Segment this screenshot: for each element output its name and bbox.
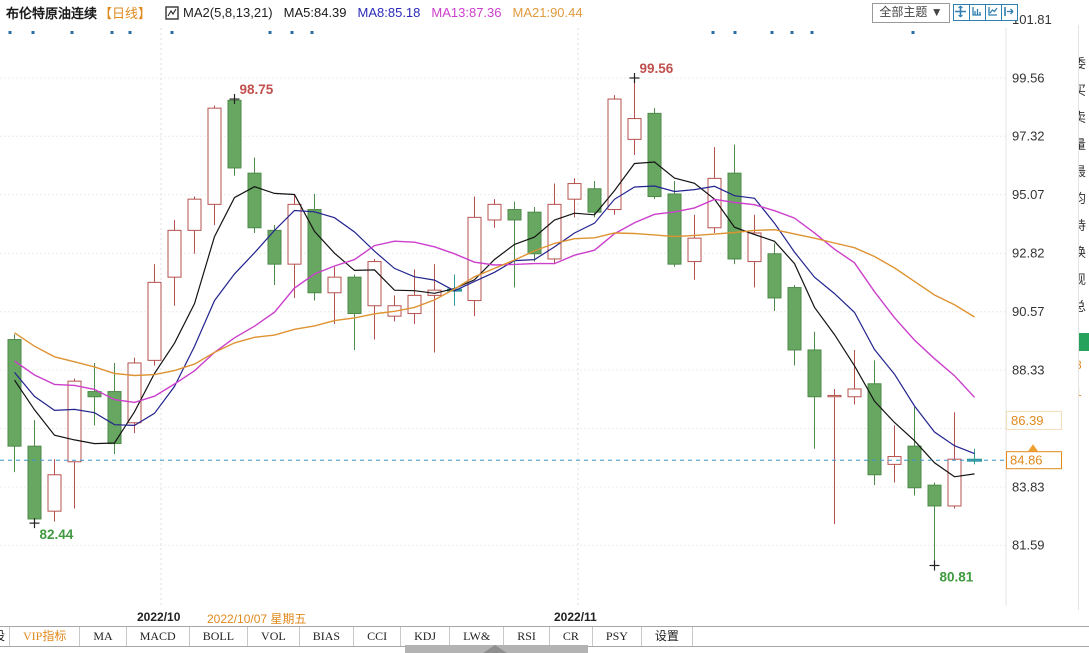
event-marker-dot[interactable] [31, 31, 35, 34]
reference-price-label: 86.39 [1011, 413, 1044, 428]
indicator-tab-VIP指标[interactable]: VIP指标 [10, 627, 81, 646]
clipped-tab: 设 [0, 627, 10, 646]
event-marker-dot[interactable] [711, 31, 715, 34]
axis-scale-icon[interactable] [969, 4, 986, 21]
quote-panel-clipped-text: 均 [1079, 188, 1089, 207]
ma-legend-item: MA13:87.36 [431, 5, 502, 20]
crosshair-icon[interactable] [953, 4, 970, 21]
indicator-tab-PSY[interactable]: PSY [593, 627, 642, 646]
indicator-tab-CR[interactable]: CR [550, 627, 593, 646]
y-axis-label: 95.07 [1012, 187, 1045, 202]
y-axis-label: 92.82 [1012, 246, 1045, 261]
event-marker-dot[interactable] [170, 31, 174, 34]
y-axis-label: 90.57 [1012, 304, 1045, 319]
ma8-line [14, 185, 975, 455]
ma-legend-item: MA8:85.18 [357, 5, 421, 20]
event-marker-dot[interactable] [8, 31, 12, 34]
quote-panel-clipped-text: 买 [1079, 80, 1089, 99]
y-axis-label: 97.32 [1012, 129, 1045, 144]
ma-legend-item: MA21:90.44 [512, 5, 583, 20]
quote-panel-green-block [1079, 333, 1089, 351]
candles-layer [7, 78, 982, 566]
quote-panel-edge: 委买卖量最均持换现总 8 1 [1078, 25, 1089, 610]
price-annotation: 80.81 [940, 570, 974, 585]
indicator-tab-设置[interactable]: 设置 [642, 627, 693, 646]
theme-select-button[interactable]: 全部主题 ▼ [872, 3, 950, 23]
quote-panel-clipped-text: 量 [1079, 134, 1089, 153]
price-annotation: 82.44 [40, 527, 74, 542]
event-marker-dot[interactable] [790, 31, 794, 34]
y-axis-label: 83.83 [1012, 479, 1045, 494]
ma-group-label: MA2(5,8,13,21) [183, 5, 273, 20]
event-marker-dot[interactable] [128, 31, 132, 34]
y-axis-label: 88.33 [1012, 362, 1045, 377]
ma13-line [14, 198, 976, 404]
month-axis-label: 2022/11 [554, 610, 597, 624]
quote-panel-clipped-text: 委 [1079, 53, 1089, 72]
event-marker-dot[interactable] [770, 31, 774, 34]
indicator-tab-BOLL[interactable]: BOLL [190, 627, 249, 646]
price-annotation: 99.56 [640, 61, 674, 76]
y-axis-label: 99.56 [1012, 71, 1045, 86]
indicator-tab-KDJ[interactable]: KDJ [401, 627, 451, 646]
indicator-tab-MA[interactable]: MA [80, 627, 127, 646]
event-marker-dot[interactable] [268, 31, 272, 34]
event-marker-dot[interactable] [70, 31, 74, 34]
page-forward-icon[interactable] [1001, 4, 1018, 21]
ma-legend: MA5:84.39 MA8:85.18 MA13:87.36 MA21:90.44 [273, 5, 583, 20]
date-axis: 2022/10 2022/11 2022/10/07 星期五 [0, 608, 1089, 627]
indicator-tab-VOL[interactable]: VOL [248, 627, 300, 646]
indicator-tab-BIAS[interactable]: BIAS [300, 627, 355, 646]
current-price-label: 84.86 [1010, 453, 1043, 468]
period-label[interactable]: 【日线】 [99, 6, 152, 21]
ma21-line [14, 228, 975, 377]
event-marker-dot[interactable] [310, 31, 314, 34]
quote-panel-clipped-text: 持 [1079, 215, 1089, 234]
instrument-title: 布伦特原油连续 [6, 6, 98, 21]
panel-drag-handle[interactable] [405, 645, 588, 653]
reference-price-box [1006, 410, 1062, 430]
indicator-tab-LW&[interactable]: LW& [450, 627, 505, 646]
quote-panel-clipped-text: 现 [1079, 269, 1089, 288]
indicator-tab-bar: 设VIP指标MAMACDBOLLVOLBIASCCIKDJLW&RSICRPSY… [0, 626, 1089, 647]
ma5-line [14, 161, 975, 478]
quote-panel-clipped-text: 卖 [1079, 107, 1089, 126]
event-marker-dot[interactable] [733, 31, 737, 34]
overlay-chart-icon[interactable] [165, 5, 179, 20]
event-marker-dot[interactable] [110, 31, 114, 34]
indicator-tab-CCI[interactable]: CCI [354, 627, 402, 646]
line-chart-icon[interactable] [985, 4, 1002, 21]
quote-panel-clipped-text: 换 [1079, 242, 1089, 261]
price-up-arrow-icon [1028, 444, 1038, 452]
quote-panel-clipped-orange-text: 1 [1079, 385, 1082, 399]
event-marker-dot[interactable] [911, 31, 915, 34]
quote-panel-clipped-text: 最 [1079, 161, 1089, 180]
event-marker-dot[interactable] [290, 31, 294, 34]
quote-panel-clipped-text: 总 [1079, 296, 1089, 315]
indicator-tab-MACD[interactable]: MACD [127, 627, 190, 646]
month-axis-label: 2022/10 [137, 610, 181, 624]
quote-panel-clipped-orange-text: 8 [1079, 358, 1082, 372]
price-annotation: 98.75 [240, 82, 274, 97]
event-marker-dot[interactable] [810, 31, 814, 34]
selected-date-label: 2022/10/07 星期五 [207, 612, 307, 626]
chevron-up-icon [483, 645, 507, 653]
current-price-box [1006, 451, 1062, 470]
y-axis-label: 81.59 [1012, 538, 1045, 553]
indicator-tab-RSI[interactable]: RSI [504, 627, 550, 646]
ma-legend-item: MA5:84.39 [283, 5, 347, 20]
